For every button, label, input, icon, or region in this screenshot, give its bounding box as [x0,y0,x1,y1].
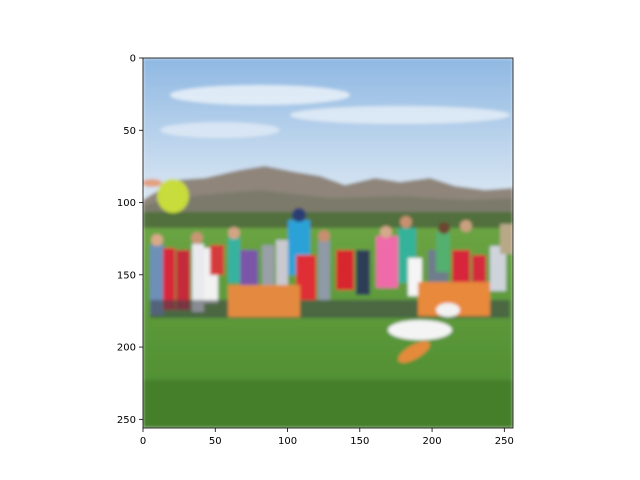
y-axis: 0 50 100 150 200 250 [117,54,143,426]
y-tick-label: 50 [123,126,136,137]
hand [143,179,162,187]
x-tick-label: 200 [423,436,442,447]
frisbee [157,179,189,213]
axes-frame [142,57,514,429]
x-tick-label: 150 [350,436,369,447]
y-tick-label: 100 [117,198,136,209]
image-plot [143,58,513,428]
x-tick-label: 100 [278,436,297,447]
x-tick-label: 250 [495,436,514,447]
cloud [290,106,510,124]
tree-line [143,212,513,232]
y-tick-label: 250 [117,415,136,426]
cloud [170,85,350,105]
cloud [160,122,280,138]
y-tick-label: 200 [117,343,136,354]
y-tick-label: 0 [130,54,136,65]
x-tick-label: 50 [209,436,222,447]
x-axis: 0 50 100 150 200 250 [140,428,514,447]
x-tick-label: 0 [140,436,146,447]
banner [228,285,300,317]
y-tick-label: 150 [117,270,136,281]
dog [388,303,460,363]
